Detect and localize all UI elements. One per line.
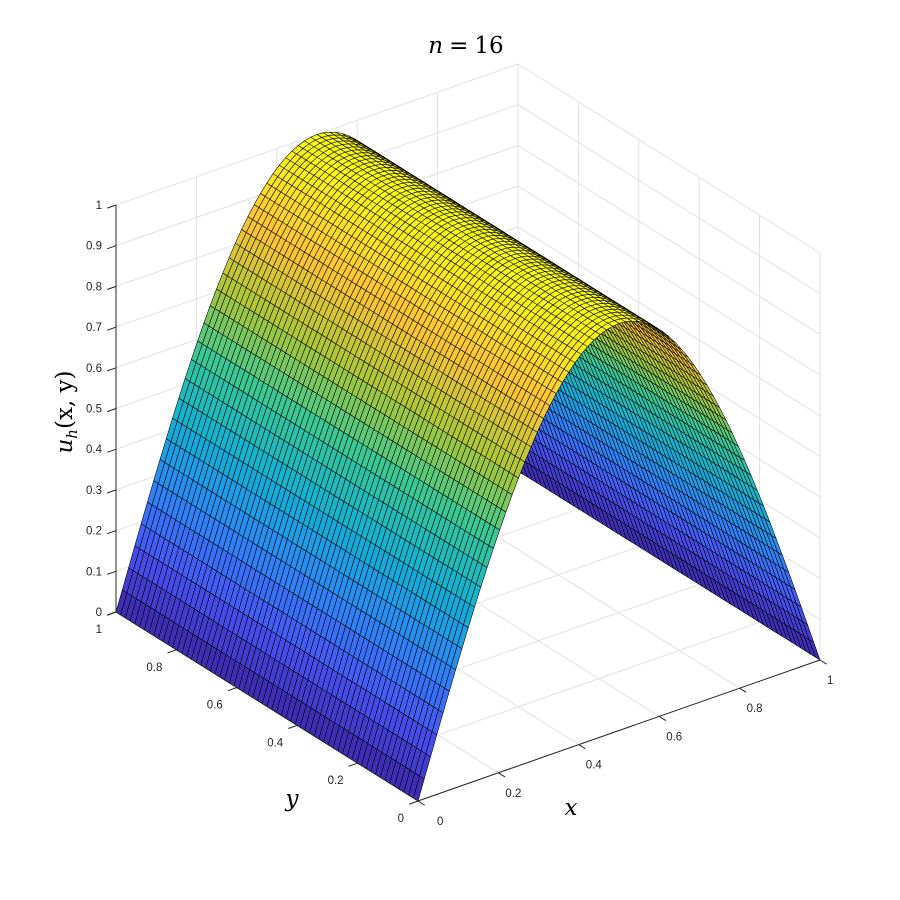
title-n: n <box>428 33 443 59</box>
axis-ticks: 0 0.2 0.4 0.6 0.8 1 0 0.2 0.4 0.6 0.8 1 0 0.1 0.2 0.3 0.… <box>86 200 833 828</box>
x-tick-label: 0.6 <box>666 731 682 743</box>
x-tick-label: 0 <box>437 816 443 828</box>
z-axis-label: uh(x, y) <box>52 370 81 453</box>
y-tick-label: 1 <box>96 624 102 636</box>
y-tick-label: 0.4 <box>267 737 284 749</box>
z-tick-mark <box>106 611 117 616</box>
y-tick-mark <box>408 800 419 805</box>
x-tick-mark <box>578 744 586 750</box>
z-tick-label: 0 <box>96 607 102 619</box>
y-tick-mark <box>227 687 237 692</box>
y-tick-mark <box>288 724 298 729</box>
z-tick-label: 0.6 <box>86 363 102 375</box>
surface-plot <box>115 131 821 802</box>
z-tick-label: 0.3 <box>86 485 102 497</box>
x-axis-line <box>417 659 821 802</box>
y-tick-label: 0 <box>398 813 404 825</box>
chart-title: n = 16 <box>428 33 503 59</box>
z-tick-mark <box>106 245 117 250</box>
z-tick-mark <box>106 448 117 453</box>
z-label-subscript: h <box>63 429 81 439</box>
x-tick-mark <box>417 800 425 806</box>
z-label-args: (x, y) <box>52 370 78 429</box>
z-tick-label: 0.7 <box>86 322 102 334</box>
z-tick-mark <box>106 570 117 575</box>
x-tick-label: 1 <box>827 675 833 687</box>
y-tick-mark <box>167 649 177 654</box>
y-tick-label: 0.6 <box>207 700 223 712</box>
z-label-u: u <box>52 439 78 454</box>
grid-line <box>517 104 821 295</box>
x-axis-label: x <box>565 795 578 821</box>
y-axis-label: y <box>285 786 300 812</box>
grid-line <box>517 226 821 417</box>
grid-line <box>517 144 821 335</box>
x-tick-label: 0.2 <box>505 788 521 800</box>
z-tick-label: 0.8 <box>86 281 102 293</box>
z-tick-mark <box>106 408 117 413</box>
grid-line <box>517 185 821 376</box>
y-axis-line <box>115 611 419 802</box>
z-tick-mark <box>106 326 117 331</box>
x-tick-label: 0.4 <box>586 760 603 772</box>
x-tick-label: 0.8 <box>747 703 763 715</box>
z-tick-mark <box>106 204 117 209</box>
y-tick-label: 0.8 <box>146 662 162 674</box>
x-tick-mark <box>819 659 827 665</box>
z-tick-mark <box>106 367 117 372</box>
z-tick-label: 0.9 <box>86 241 102 253</box>
surface-patch <box>582 336 595 347</box>
z-tick-label: 0.4 <box>86 444 103 456</box>
y-tick-label: 0.2 <box>328 775 344 787</box>
z-tick-mark <box>106 285 117 290</box>
x-tick-mark <box>739 687 747 693</box>
grid-line <box>517 63 821 254</box>
z-tick-label: 0.2 <box>86 526 102 538</box>
z-tick-mark <box>106 489 117 494</box>
z-tick-label: 0.5 <box>86 404 102 416</box>
title-value: 16 <box>474 33 503 59</box>
z-tick-label: 0.1 <box>86 566 102 578</box>
z-tick-label: 1 <box>96 200 102 212</box>
z-tick-mark <box>106 530 117 535</box>
x-tick-mark <box>498 772 506 778</box>
title-equals: = <box>449 33 468 59</box>
y-tick-mark <box>348 762 358 767</box>
x-tick-mark <box>658 715 667 721</box>
